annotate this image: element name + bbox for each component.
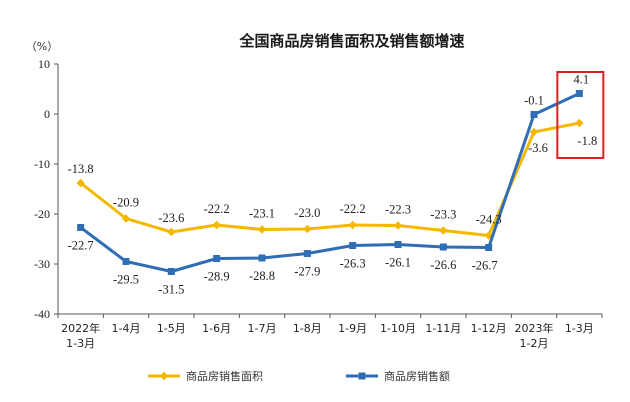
data-point-diamond xyxy=(121,214,131,223)
x-tick-label: 1-4月 xyxy=(112,322,141,335)
data-point-square xyxy=(349,242,357,249)
legend-marker xyxy=(159,371,169,381)
data-label: -0.1 xyxy=(524,94,544,108)
data-label: -28.8 xyxy=(249,269,275,283)
y-tick-label: -20 xyxy=(34,207,50,221)
data-label: -26.7 xyxy=(472,259,498,273)
data-point-square xyxy=(439,243,447,251)
legend-marker xyxy=(358,372,366,380)
data-label: -29.5 xyxy=(113,273,139,287)
x-tick-label: 2023年 1-2月 xyxy=(515,321,554,350)
data-label: -28.9 xyxy=(204,270,230,284)
data-label: -13.8 xyxy=(68,162,94,176)
data-point-diamond xyxy=(484,231,493,240)
x-tick-label: 1-10月 xyxy=(380,322,416,335)
x-tick-label: 2022年 1-3月 xyxy=(61,321,100,350)
data-label: -26.1 xyxy=(385,256,411,270)
data-point-diamond xyxy=(348,220,357,230)
series-lines xyxy=(76,90,584,275)
data-label: -23.0 xyxy=(294,206,320,220)
y-tick-label: -40 xyxy=(34,307,50,321)
data-point-square xyxy=(167,268,175,275)
x-tick-label: 1-8月 xyxy=(293,322,322,335)
data-point-square xyxy=(213,255,221,262)
data-point-diamond xyxy=(393,221,403,230)
data-point-diamond xyxy=(303,224,312,234)
data-label: -22.7 xyxy=(68,239,94,253)
data-label: -23.6 xyxy=(158,211,184,225)
y-tick-label: -10 xyxy=(34,157,50,171)
data-label: 4.1 xyxy=(574,73,590,87)
x-tick-label: 1-12月 xyxy=(471,322,507,335)
data-point-diamond xyxy=(257,225,267,234)
legend-label: 商品房销售额 xyxy=(384,369,450,383)
data-labels: -13.8 -20.9 -23.6 -22.2 -23.1 -23.0 -22.2 -22.3… xyxy=(68,73,598,297)
data-point-square xyxy=(394,241,402,248)
data-point-diamond xyxy=(167,227,176,237)
x-tick-label: 1-3月 xyxy=(565,322,594,335)
data-point-diamond xyxy=(439,226,448,235)
data-point-square xyxy=(485,244,493,251)
data-label: -22.3 xyxy=(385,203,411,217)
x-tick-label: 1-7月 xyxy=(248,322,277,335)
legend: 商品房销售面积 商品房销售额 xyxy=(148,369,450,383)
data-point-diamond xyxy=(575,118,584,128)
data-label: -24.3 xyxy=(476,213,502,227)
data-label: -23.1 xyxy=(249,207,275,221)
axes: 10 0 -10 -20 -30 -40 2022年 1-3月 1-4月 1-5月 1-6月 1-7月… xyxy=(34,57,603,350)
data-label: -22.2 xyxy=(340,202,366,216)
data-label: -26.6 xyxy=(430,258,456,272)
data-label: -26.3 xyxy=(340,257,366,271)
legend-label: 商品房销售面积 xyxy=(186,369,263,383)
series-line-area xyxy=(79,121,581,237)
data-point-diamond xyxy=(529,127,539,137)
x-tick-label: 1-9月 xyxy=(338,322,367,335)
data-point-square xyxy=(575,90,583,97)
data-label: -3.6 xyxy=(528,141,548,155)
data-label: -1.8 xyxy=(577,134,597,148)
data-point-square xyxy=(258,254,266,262)
y-tick-label: 0 xyxy=(44,107,50,121)
series-line-sales xyxy=(79,92,581,273)
data-label: -27.9 xyxy=(294,265,320,279)
data-point-square xyxy=(77,224,85,231)
y-axis-unit: （%） xyxy=(26,40,58,53)
x-tick-label: 1-11月 xyxy=(425,322,461,335)
chart-title: 全国商品房销售面积及销售额增速 xyxy=(238,32,464,50)
data-label: -20.9 xyxy=(113,196,139,210)
data-label: -22.2 xyxy=(204,202,230,216)
data-point-square xyxy=(122,258,130,265)
data-label: -31.5 xyxy=(158,283,184,297)
highlight-box xyxy=(556,71,605,159)
highlight-rect xyxy=(556,71,605,159)
x-tick-label: 1-5月 xyxy=(157,322,186,335)
data-point-diamond xyxy=(76,178,85,188)
data-label: -23.3 xyxy=(430,208,456,222)
y-tick-label: 10 xyxy=(38,57,50,71)
y-tick-label: -30 xyxy=(34,257,50,271)
x-tick-label: 1-6月 xyxy=(202,322,231,335)
data-point-square xyxy=(530,111,538,118)
data-point-diamond xyxy=(212,220,221,230)
data-point-square xyxy=(303,250,311,257)
